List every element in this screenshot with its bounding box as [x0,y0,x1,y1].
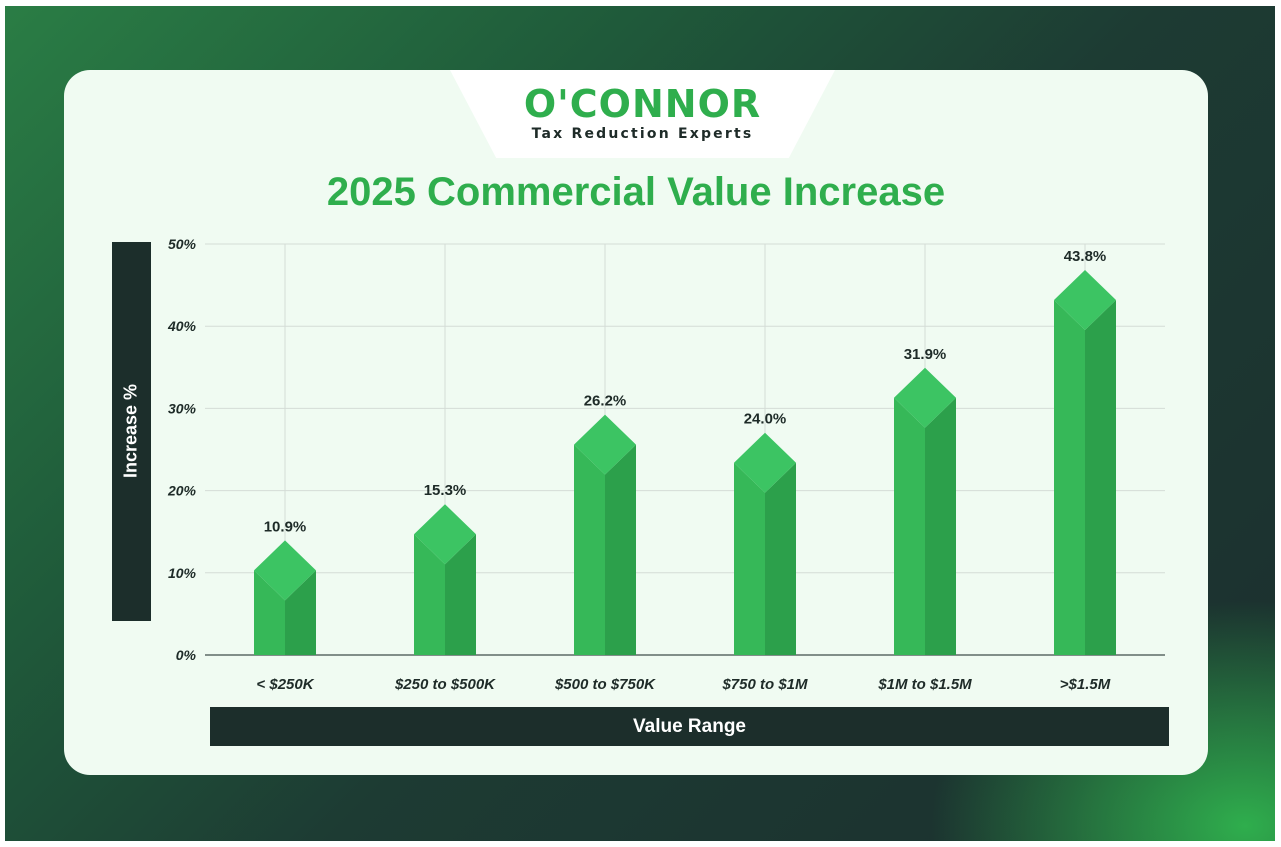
bar-left-face [894,397,925,655]
bar-left-face [574,444,605,655]
x-tick-label: $250 to $500K [394,676,496,693]
x-tick-label: $750 to $1M [721,676,808,693]
bar-top-diamond [574,414,636,475]
bar-left-face [734,462,765,655]
bar-right-face [1085,299,1116,655]
data-label: 43.8% [1064,248,1107,265]
y-tick-label: 20% [167,483,197,499]
y-tick-label: 50% [168,236,197,252]
x-tick-label: >$1.5M [1060,676,1111,693]
y-tick-label: 0% [176,647,197,663]
y-tick-label: 30% [168,400,197,416]
bar-right-face [925,397,956,655]
bar-right-face [605,444,636,655]
x-axis-band [210,707,1169,746]
x-axis-label: Value Range [633,716,746,737]
brand-logo[interactable]: O'CONNOR [523,82,762,126]
bar-top-diamond [254,540,316,601]
data-label: 26.2% [584,393,627,410]
data-label: 10.9% [264,518,307,535]
bar-left-face [414,534,445,655]
bar-right-face [765,462,796,655]
data-label: 24.0% [744,411,787,428]
x-tick-label: $500 to $750K [554,676,656,693]
data-label: 31.9% [904,346,947,363]
bar-top-diamond [734,432,796,493]
chart-card [64,70,1208,775]
logo-tab [450,70,835,158]
x-tick-label: $1M to $1.5M [877,676,972,693]
y-tick-label: 40% [167,318,197,334]
bar-top-diamond [1054,269,1116,330]
bar-left-face [254,570,285,655]
bar-right-face [285,570,316,655]
data-label: 15.3% [424,482,467,499]
y-tick-label: 10% [168,565,197,581]
bar-left-face [1054,299,1085,655]
brand-tagline: Tax Reduction Experts [531,126,754,142]
bar-right-face [445,534,476,655]
chart-title: 2025 Commercial Value Increase [326,170,946,214]
bar-top-diamond [414,504,476,565]
bar-top-diamond [894,367,956,428]
y-axis-band [112,242,151,621]
x-tick-label: < $250K [256,676,314,693]
